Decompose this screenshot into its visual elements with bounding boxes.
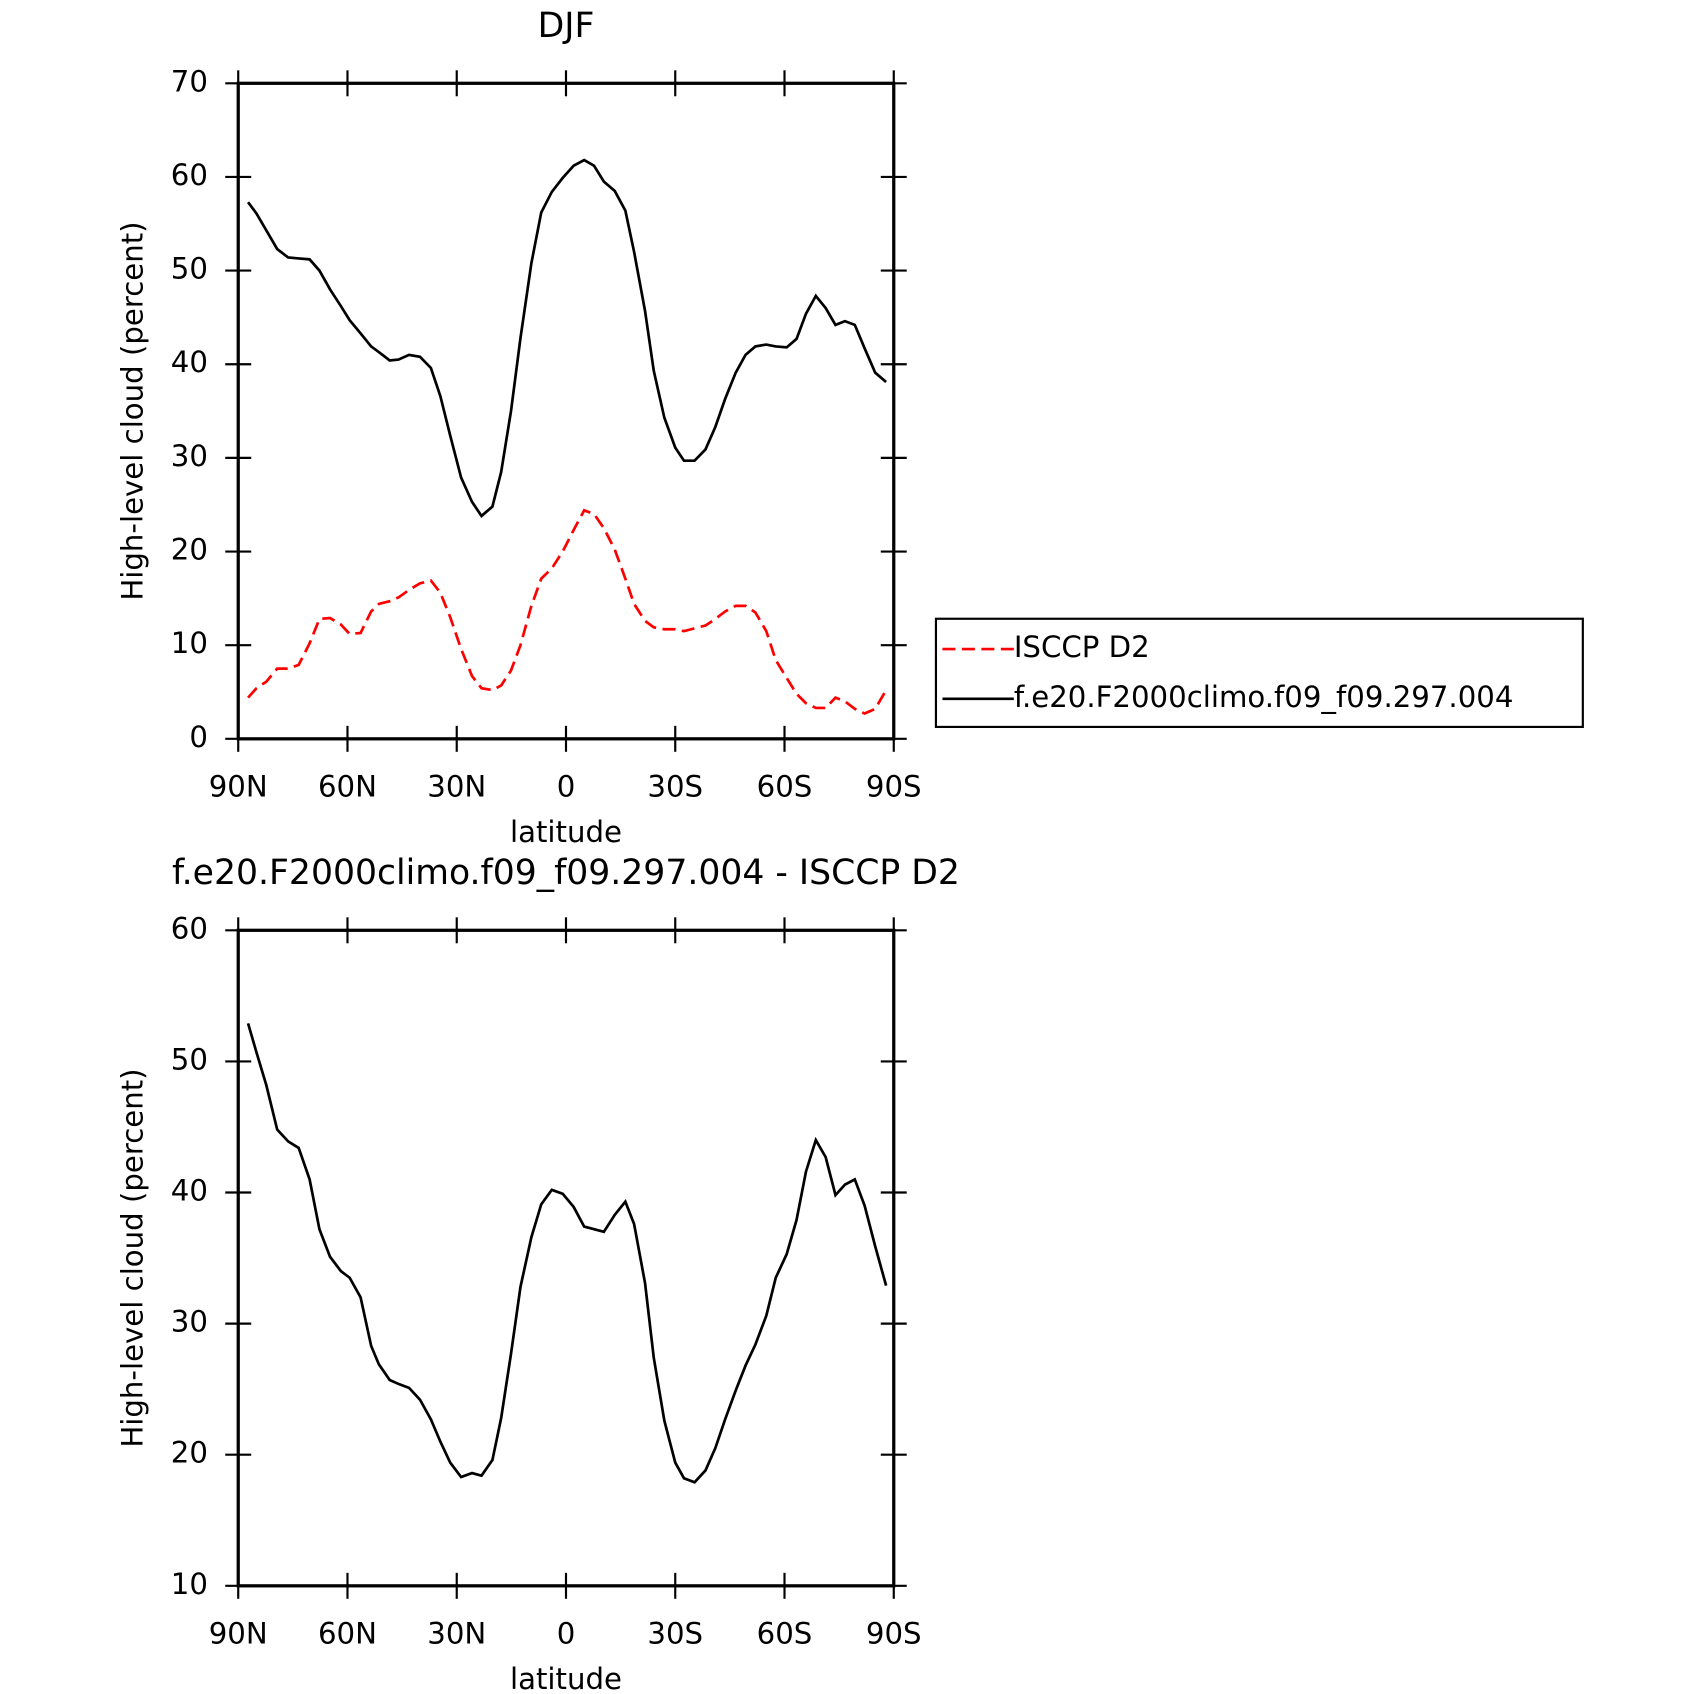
- x-tick-label: 60S: [757, 770, 813, 804]
- x-axis-label: latitude: [510, 1662, 622, 1694]
- x-tick-label: 90S: [866, 770, 922, 804]
- y-tick-label: 10: [171, 1567, 208, 1601]
- x-tick-label: 0: [557, 770, 576, 804]
- x-tick-label: 30N: [427, 1617, 486, 1651]
- data-line: [246, 1023, 888, 1484]
- y-tick-label: 0: [189, 720, 208, 754]
- y-tick-label: 70: [171, 64, 208, 98]
- y-tick-label: 50: [171, 252, 208, 286]
- legend-label: ISCCP D2: [1014, 630, 1150, 664]
- y-tick-label: 20: [171, 1436, 208, 1470]
- x-tick-label: 90N: [209, 770, 268, 804]
- y-tick-label: 10: [171, 626, 208, 660]
- y-tick-label: 40: [171, 1174, 208, 1208]
- y-tick-label: 40: [171, 345, 208, 379]
- data-line: [247, 508, 888, 716]
- y-tick-label: 60: [171, 911, 208, 945]
- y-tick-label: 50: [171, 1042, 208, 1076]
- legend-label: f.e20.F2000climo.f09_f09.297.004: [1014, 680, 1514, 714]
- x-tick-label: 90S: [866, 1617, 922, 1651]
- y-axis-label: High-level cloud (percent): [115, 1068, 149, 1447]
- y-tick-label: 20: [171, 533, 208, 567]
- x-axis-label: latitude: [510, 815, 622, 849]
- x-tick-label: 30N: [427, 770, 486, 804]
- x-tick-label: 60N: [318, 770, 377, 804]
- y-tick-label: 30: [171, 1305, 208, 1339]
- x-tick-label: 60S: [757, 1617, 813, 1651]
- y-tick-label: 30: [171, 439, 208, 473]
- plot-frame: [236, 81, 896, 741]
- legend-box: [934, 617, 1584, 729]
- y-tick-label: 60: [171, 158, 208, 192]
- x-tick-label: 60N: [318, 1617, 377, 1651]
- y-axis-label: High-level cloud (percent): [115, 221, 149, 600]
- x-tick-label: 0: [557, 1617, 576, 1651]
- chart-title: f.e20.F2000climo.f09_f09.297.004 - ISCCP…: [172, 853, 960, 893]
- plot-frame: [236, 928, 896, 1588]
- x-tick-label: 30S: [647, 770, 703, 804]
- x-tick-label: 90N: [209, 1617, 268, 1651]
- x-tick-label: 30S: [647, 1617, 703, 1651]
- chart-title: DJF: [538, 6, 595, 46]
- data-line: [246, 158, 887, 518]
